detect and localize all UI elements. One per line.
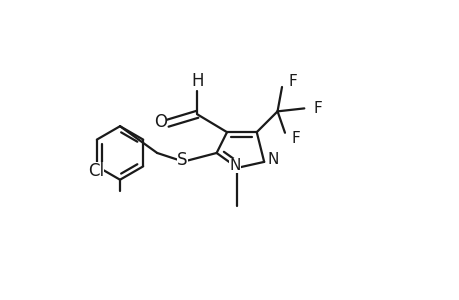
Text: S: S (177, 151, 187, 169)
Text: H: H (190, 72, 203, 90)
Text: F: F (313, 101, 321, 116)
Text: O: O (153, 113, 166, 131)
Text: N: N (267, 152, 278, 167)
Text: F: F (288, 74, 297, 89)
Text: Cl: Cl (88, 162, 104, 180)
Text: F: F (291, 130, 300, 146)
Text: N: N (229, 158, 240, 173)
